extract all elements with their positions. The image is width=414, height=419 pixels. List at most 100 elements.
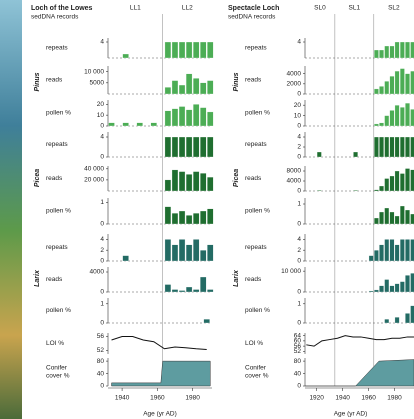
bar <box>399 281 405 293</box>
bar <box>410 41 414 59</box>
y-tick-label: 1 <box>297 201 301 208</box>
bar <box>192 104 200 127</box>
bar <box>389 110 395 127</box>
y-tick-label: 20 000 <box>84 177 104 184</box>
bar <box>200 82 207 95</box>
row-label: LOI % <box>46 340 64 347</box>
bar <box>164 284 172 293</box>
y-tick-label: 0 <box>100 289 104 296</box>
bar <box>384 279 390 293</box>
bar <box>399 239 405 262</box>
loi-line <box>111 336 207 350</box>
bar <box>410 213 414 225</box>
bar <box>374 289 379 293</box>
bar <box>200 173 207 192</box>
bar <box>207 111 214 127</box>
bar <box>399 136 405 158</box>
y-tick-label: 4 <box>297 134 301 141</box>
y-tick-label: 40 000 <box>84 165 104 172</box>
bar <box>171 289 179 293</box>
row-label: cover % <box>245 373 269 380</box>
y-tick-label: 0 <box>297 123 301 130</box>
bar <box>316 190 322 192</box>
bar <box>384 45 390 59</box>
bar <box>379 244 384 262</box>
bar <box>394 215 400 225</box>
bar <box>379 86 384 95</box>
bar <box>171 213 179 225</box>
y-tick-label: 4 <box>100 236 104 243</box>
x-tick-label: 1980 <box>387 395 402 402</box>
bar <box>399 41 405 59</box>
bar <box>178 136 186 158</box>
bar <box>200 136 207 158</box>
bar <box>192 136 200 158</box>
bar <box>171 169 179 192</box>
y-tick-label: 4 <box>297 39 301 46</box>
bar <box>379 136 384 158</box>
bar <box>171 108 179 127</box>
y-tick-label: 2 <box>100 247 104 254</box>
y-tick-label: 0 <box>297 154 301 161</box>
bar <box>389 285 395 293</box>
bar <box>374 88 379 95</box>
bar <box>207 289 214 293</box>
bar <box>394 170 400 192</box>
row-label: repeats <box>245 141 267 148</box>
bar <box>192 41 200 59</box>
bar <box>405 102 410 127</box>
y-tick-label: 80 <box>294 358 302 365</box>
bar <box>171 41 179 59</box>
y-tick-label: 2 <box>297 247 301 254</box>
panel-subtitle: sedDNA records <box>228 14 276 21</box>
y-tick-label: 4 <box>100 134 104 141</box>
zone-label: SL0 <box>314 5 326 12</box>
row-label: repeats <box>46 244 68 251</box>
row-label: pollen % <box>46 110 71 117</box>
bar <box>410 169 414 192</box>
y-tick-label: 60 <box>294 338 302 345</box>
bar <box>389 76 395 95</box>
y-tick-label: 4000 <box>90 269 105 276</box>
row-label: LOI % <box>245 340 263 347</box>
y-tick-label: 64 <box>294 332 302 339</box>
bar <box>185 109 193 127</box>
y-tick-label: 10 000 <box>281 268 301 275</box>
bar <box>410 239 414 262</box>
panel-title: Spectacle Loch <box>228 5 279 12</box>
y-tick-label: 4 <box>100 39 104 46</box>
row-label: Conifer <box>46 365 68 372</box>
bar <box>185 73 193 95</box>
bar <box>394 317 400 324</box>
bar <box>384 207 390 225</box>
bar <box>399 173 405 192</box>
cover-area <box>305 359 414 387</box>
row-label: repeats <box>46 141 68 148</box>
row-label: repeats <box>245 45 267 52</box>
row-label: reads <box>46 276 63 283</box>
bar <box>368 290 374 293</box>
bar <box>164 41 172 59</box>
bar <box>405 73 410 95</box>
bar <box>185 244 193 262</box>
bar <box>399 68 405 95</box>
group-label: Pinus <box>34 72 41 91</box>
bar <box>389 175 395 192</box>
y-tick-label: 1 <box>100 199 104 206</box>
y-tick-label: 1 <box>297 300 301 307</box>
bar <box>122 53 129 59</box>
row-label: pollen % <box>245 208 270 215</box>
bar <box>178 106 186 127</box>
bar <box>405 41 410 59</box>
row-label: pollen % <box>245 110 270 117</box>
bar <box>384 136 390 158</box>
bar <box>379 49 384 59</box>
y-tick-label: 0 <box>297 320 301 327</box>
bar <box>164 110 172 127</box>
bar <box>394 105 400 127</box>
bar <box>178 290 186 293</box>
bar <box>185 174 193 192</box>
bar <box>150 122 157 127</box>
row-label: cover % <box>46 373 70 380</box>
